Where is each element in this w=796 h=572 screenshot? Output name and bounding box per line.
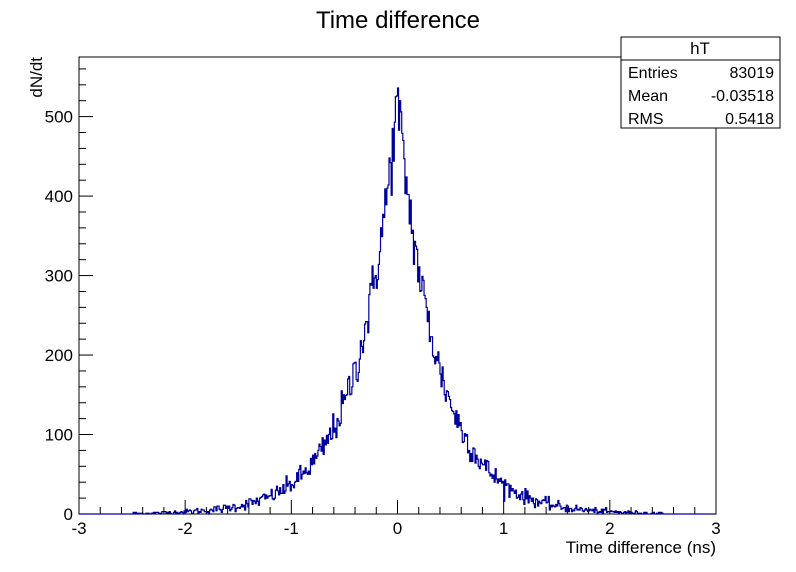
x-tick-label: -2	[178, 519, 193, 538]
y-tick-label: 300	[45, 267, 73, 286]
x-tick-label: 0	[393, 519, 402, 538]
chart-title: Time difference	[316, 7, 480, 34]
stats-entries-label: Entries	[628, 65, 678, 82]
x-tick-label: 3	[711, 519, 720, 538]
x-axis-tick-labels: -3 -2 -1 0 1 2 3	[71, 519, 720, 538]
y-tick-label: 0	[64, 505, 73, 524]
stats-rms-value: 0.5418	[725, 111, 774, 128]
x-tick-label: 1	[499, 519, 508, 538]
stats-box: hT Entries 83019 Mean -0.03518 RMS 0.541…	[620, 36, 781, 129]
y-axis-label: dN/dt	[27, 57, 46, 98]
histogram-series-line	[79, 87, 716, 515]
x-tick-label: -1	[284, 519, 299, 538]
stats-mean-value: -0.03518	[711, 88, 774, 105]
x-tick-label: -3	[71, 519, 86, 538]
x-tick-label: 2	[605, 519, 614, 538]
y-tick-label: 100	[45, 426, 73, 445]
y-axis-tick-labels: 0 100 200 300 400 500	[45, 108, 73, 524]
y-axis-ticks	[79, 68, 93, 515]
y-tick-label: 500	[45, 108, 73, 127]
y-tick-label: 200	[45, 346, 73, 365]
stats-entries-value: 83019	[730, 65, 775, 82]
y-tick-label: 400	[45, 187, 73, 206]
x-axis-label: Time difference (ns)	[566, 538, 716, 557]
plot-frame	[78, 56, 717, 515]
stats-mean-label: Mean	[628, 88, 668, 105]
stats-rms-label: RMS	[628, 111, 664, 128]
stats-box-title: hT	[690, 39, 710, 58]
